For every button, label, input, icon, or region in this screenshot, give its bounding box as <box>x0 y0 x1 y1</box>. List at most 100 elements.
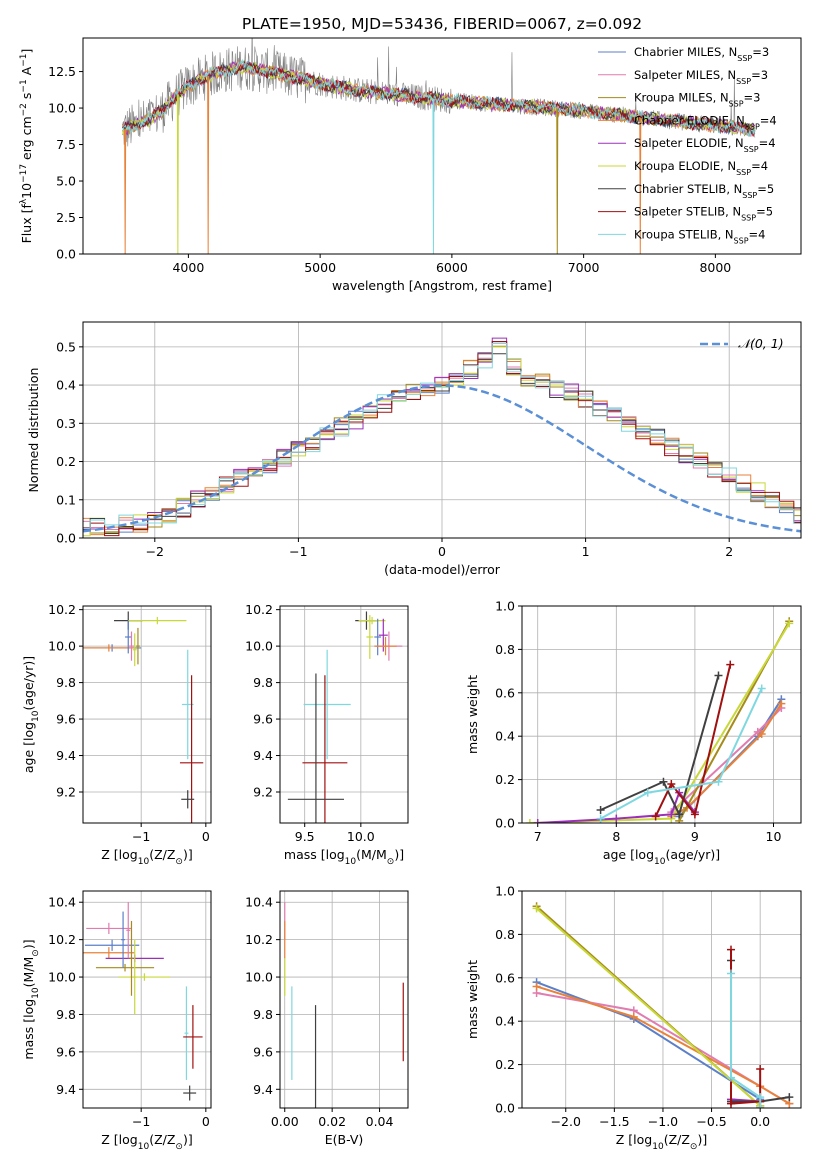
y-tick-label: 9.6 <box>253 1044 273 1059</box>
legend: Chabrier MILES, NSSP=3 Salpeter MILES, NS… <box>598 45 777 245</box>
point-marker <box>757 730 766 739</box>
legend-label: Chabrier STELIB, NSSP=5 <box>634 182 774 200</box>
y-tick-label: 9.8 <box>56 675 76 690</box>
model-dropout <box>176 94 179 254</box>
legend-label: Chabrier MILES, NSSP=3 <box>634 45 769 63</box>
x-tick-label: 9.5 <box>295 829 315 844</box>
axes-frame <box>279 890 409 1109</box>
y-tick-label: 12.5 <box>48 64 76 79</box>
x-axis-label: (data-model)/error <box>384 562 501 577</box>
legend-label: Kroupa MILES, NSSP=3 <box>634 91 760 109</box>
point-marker <box>785 619 794 628</box>
x-tick-label: 10 <box>766 829 782 844</box>
x-tick-label: 0.0 <box>750 1114 770 1129</box>
legend-label: Salpeter MILES, NSSP=3 <box>634 68 768 86</box>
y-tick-label: 9.6 <box>56 1044 76 1059</box>
x-axis-label: E(B-V) <box>325 1132 364 1147</box>
legend-label: Salpeter ELODIE, NSSP=4 <box>634 136 776 154</box>
x-tick-label: −1 <box>132 829 150 844</box>
point-marker <box>643 788 652 797</box>
y-tick-label: 9.8 <box>56 1007 76 1022</box>
y-tick-label: 10.0 <box>245 970 273 985</box>
y-tick-label: 5.0 <box>56 174 76 189</box>
series-salpeter_stelib <box>654 664 732 817</box>
x-tick-label: 9 <box>691 829 699 844</box>
point-marker <box>756 1093 765 1102</box>
x-tick-label: 0 <box>438 544 446 559</box>
x-tick-label: −0.5 <box>696 1114 726 1129</box>
y-tick-label: 0.6 <box>495 970 515 985</box>
chart-spectrum: 4000 5000 6000 7000 8000 0.0 2.5 5.0 7.5 10.0 12.5… <box>19 37 802 293</box>
y-tick-label: 9.8 <box>253 675 273 690</box>
y-tick-label: 0.2 <box>495 1057 515 1072</box>
chart-residuals: −2 −1 0 1 2 0.0 0.1 0.2 0.3 0.4 0.5 (data-model)/er… <box>26 321 802 577</box>
hist-chabrier_miles <box>83 341 801 533</box>
y-tick-label: 9.4 <box>56 748 76 763</box>
axes-frame <box>82 37 802 255</box>
point-marker <box>727 1099 736 1108</box>
x-tick-label: 0.00 <box>271 1114 299 1129</box>
y-tick-label: 10.2 <box>48 932 76 947</box>
x-tick-label: −1.0 <box>648 1114 678 1129</box>
point-marker <box>533 819 542 823</box>
y-tick-label: 10.2 <box>245 602 273 617</box>
plot-area <box>284 902 404 1108</box>
x-axis-label: wavelength [Angstrom, rest frame] <box>332 278 552 293</box>
chart-massweight_vs_Z: −2.0 −1.5 −1.0 −0.5 0.0 0.0 0.2 0.4 0.6 0.8 1.0 Z [… <box>465 884 802 1152</box>
y-tick-label: 9.8 <box>253 1007 273 1022</box>
series-kroupa_elodie <box>529 622 791 823</box>
y-tick-label: 10.4 <box>245 895 273 910</box>
point-marker <box>675 810 684 819</box>
y-tick-label: 10.0 <box>48 970 76 985</box>
point-marker <box>714 777 723 786</box>
point-marker <box>651 812 660 821</box>
y-tick-label: 9.4 <box>253 1082 273 1097</box>
x-tick-label: 8 <box>612 829 620 844</box>
y-tick-label: 9.2 <box>56 785 76 800</box>
x-tick-label: 8000 <box>699 260 731 275</box>
x-tick-label: 4000 <box>172 260 204 275</box>
y-tick-label: 0.4 <box>495 1014 515 1029</box>
series-kroupa_stelib <box>600 688 763 820</box>
hist-chabrier_stelib <box>83 353 801 534</box>
point-marker <box>629 1012 638 1021</box>
legend-label: Kroupa ELODIE, NSSP=4 <box>634 159 768 177</box>
plot-area <box>83 902 203 1101</box>
y-tick-label: 0.3 <box>56 416 76 431</box>
x-axis-label: mass [log10(M/M⊙)] <box>284 847 404 867</box>
x-tick-label: 0 <box>202 829 210 844</box>
model-kroupa_stelib <box>122 58 756 138</box>
axes-frame <box>279 605 409 824</box>
point-marker <box>757 684 766 693</box>
chart-massweight_vs_age: 7 8 9 10 0.0 0.2 0.4 0.6 0.8 1.0 age [log10(age/yr… <box>465 599 802 867</box>
x-axis-label: age [log10(age/yr)] <box>603 847 720 867</box>
point-marker <box>532 982 541 991</box>
y-tick-label: 10.0 <box>48 639 76 654</box>
plot-area <box>532 902 794 1108</box>
point-marker <box>756 1064 765 1073</box>
y-tick-label: 10.0 <box>48 101 76 116</box>
y-tick-label: 10.4 <box>48 895 76 910</box>
y-tick-label: 0.2 <box>495 772 515 787</box>
y-tick-label: 0.0 <box>56 531 76 546</box>
plot-area <box>122 38 756 254</box>
point-marker <box>777 699 786 708</box>
hist-kroupa_stelib <box>83 342 801 529</box>
plot-area <box>83 337 801 537</box>
y-axis-label: Flux [fλ10−17 erg cm−2 s−1 A−1] <box>19 49 34 244</box>
y-tick-label: 1.0 <box>495 884 515 899</box>
y-tick-label: 0.0 <box>495 816 515 831</box>
point-marker <box>667 810 676 819</box>
y-tick-label: 10.0 <box>245 639 273 654</box>
y-axis-label: age [log10(age/yr)] <box>21 656 41 773</box>
series-salpeter_miles <box>670 707 783 813</box>
legend: 𝒩(0, 1) <box>700 336 784 351</box>
x-tick-label: 7 <box>534 829 542 844</box>
x-tick-label: 6000 <box>436 260 468 275</box>
point-marker <box>714 671 723 680</box>
legend-label: Kroupa STELIB, NSSP=4 <box>634 227 765 245</box>
axes-frame <box>82 605 212 824</box>
model-dropout <box>639 117 642 254</box>
legend-label: Chabrier ELODIE, NSSP=4 <box>634 113 777 130</box>
y-tick-label: 0.0 <box>495 1101 515 1116</box>
